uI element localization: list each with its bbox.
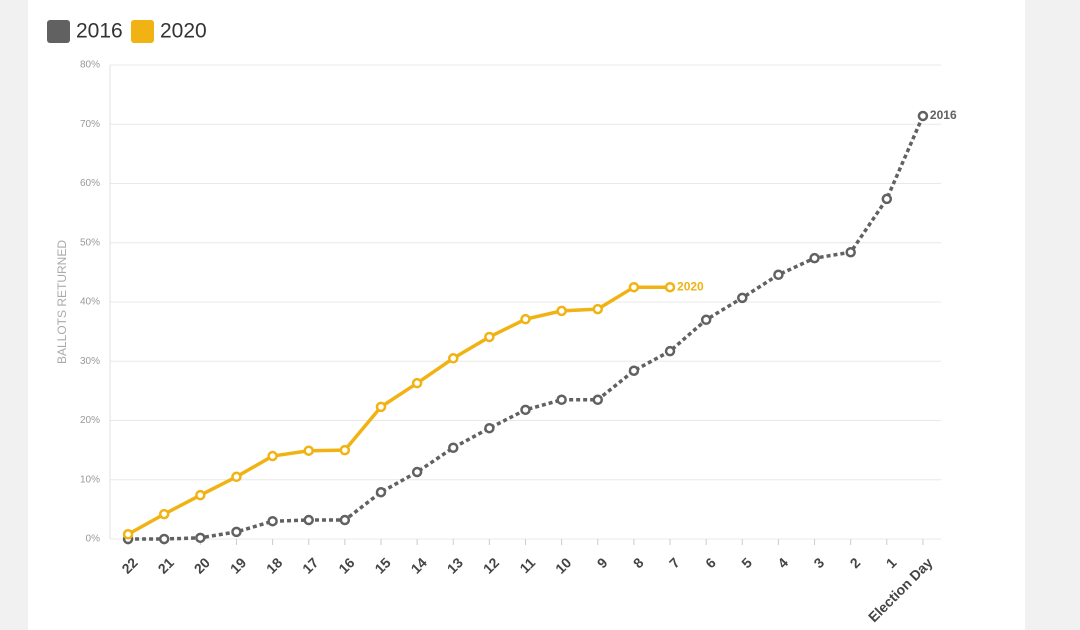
- point: [122, 529, 134, 540]
- x-tick-label: 10: [552, 554, 574, 576]
- y-tick-label: 80%: [80, 60, 100, 71]
- x-tick-label: Election Day: [865, 554, 936, 625]
- x-tick-label: 17: [299, 554, 321, 576]
- x-tick-label: 20: [191, 554, 213, 576]
- point: [773, 269, 784, 280]
- x-tick-label: 4: [774, 554, 791, 571]
- point: [592, 303, 604, 315]
- legend-swatch: [47, 20, 70, 43]
- point: [158, 508, 170, 520]
- series-line: [128, 115, 925, 541]
- legend-label: 2016: [76, 20, 123, 43]
- x-tick-label: 7: [666, 554, 683, 571]
- point: [520, 404, 531, 416]
- y-axis-title: BALLOTS RETURNED: [55, 240, 69, 364]
- point: [881, 193, 893, 205]
- y-tick-label: 0%: [86, 534, 101, 545]
- y-tick-label: 60%: [80, 178, 100, 189]
- x-tick-label: 22: [118, 554, 140, 576]
- legend-swatch: [131, 20, 154, 43]
- point: [303, 445, 314, 456]
- x-tick-label: 15: [371, 554, 393, 576]
- series-end-label: 2016: [930, 108, 957, 122]
- point: [411, 377, 423, 389]
- x-tick-label: 8: [630, 554, 647, 571]
- point: [592, 394, 604, 406]
- x-tick-label: 11: [516, 554, 538, 576]
- point: [339, 444, 351, 456]
- point: [195, 489, 206, 501]
- y-tick-label: 50%: [80, 237, 100, 248]
- series-line: [127, 285, 671, 536]
- point: [845, 246, 856, 258]
- y-tick-label: 30%: [80, 356, 100, 367]
- y-tick-label: 40%: [80, 297, 100, 308]
- x-tick-label: 6: [702, 554, 719, 571]
- x-tick-label: 5: [738, 554, 755, 571]
- point: [411, 466, 423, 478]
- point: [700, 314, 712, 326]
- x-tick-label: 2: [847, 554, 864, 571]
- y-tick-label: 20%: [80, 415, 100, 426]
- y-tick-label: 10%: [80, 474, 100, 485]
- x-tick-label: 16: [335, 554, 357, 576]
- x-tick-label: 19: [227, 554, 249, 576]
- point: [664, 345, 676, 357]
- point: [231, 471, 242, 483]
- point: [628, 365, 640, 376]
- point: [664, 281, 676, 293]
- point: [447, 353, 459, 364]
- point: [375, 486, 387, 498]
- point: [303, 514, 314, 526]
- legend-label: 2020: [160, 20, 207, 43]
- point: [195, 532, 206, 544]
- x-tick-label: 18: [263, 554, 285, 576]
- x-tick-label: 1: [883, 554, 900, 571]
- x-tick-label: 21: [155, 554, 177, 576]
- point: [520, 313, 531, 325]
- point: [809, 252, 820, 264]
- point: [231, 526, 242, 538]
- point: [339, 514, 351, 526]
- point: [375, 401, 387, 413]
- point: [158, 533, 170, 545]
- point: [484, 422, 495, 434]
- point: [267, 515, 278, 527]
- point: [628, 281, 640, 293]
- y-tick-label: 70%: [80, 119, 100, 130]
- point: [484, 331, 495, 343]
- point: [447, 442, 459, 454]
- point: [556, 305, 567, 317]
- point: [737, 292, 748, 304]
- point: [917, 110, 929, 122]
- x-tick-label: 3: [810, 554, 827, 571]
- x-tick-label: 12: [480, 554, 502, 576]
- point: [267, 450, 278, 462]
- series-end-label: 2020: [677, 279, 704, 293]
- point: [556, 394, 567, 406]
- x-tick-label: 13: [444, 554, 466, 576]
- x-tick-label: 14: [408, 554, 430, 576]
- x-tick-label: 9: [594, 554, 611, 571]
